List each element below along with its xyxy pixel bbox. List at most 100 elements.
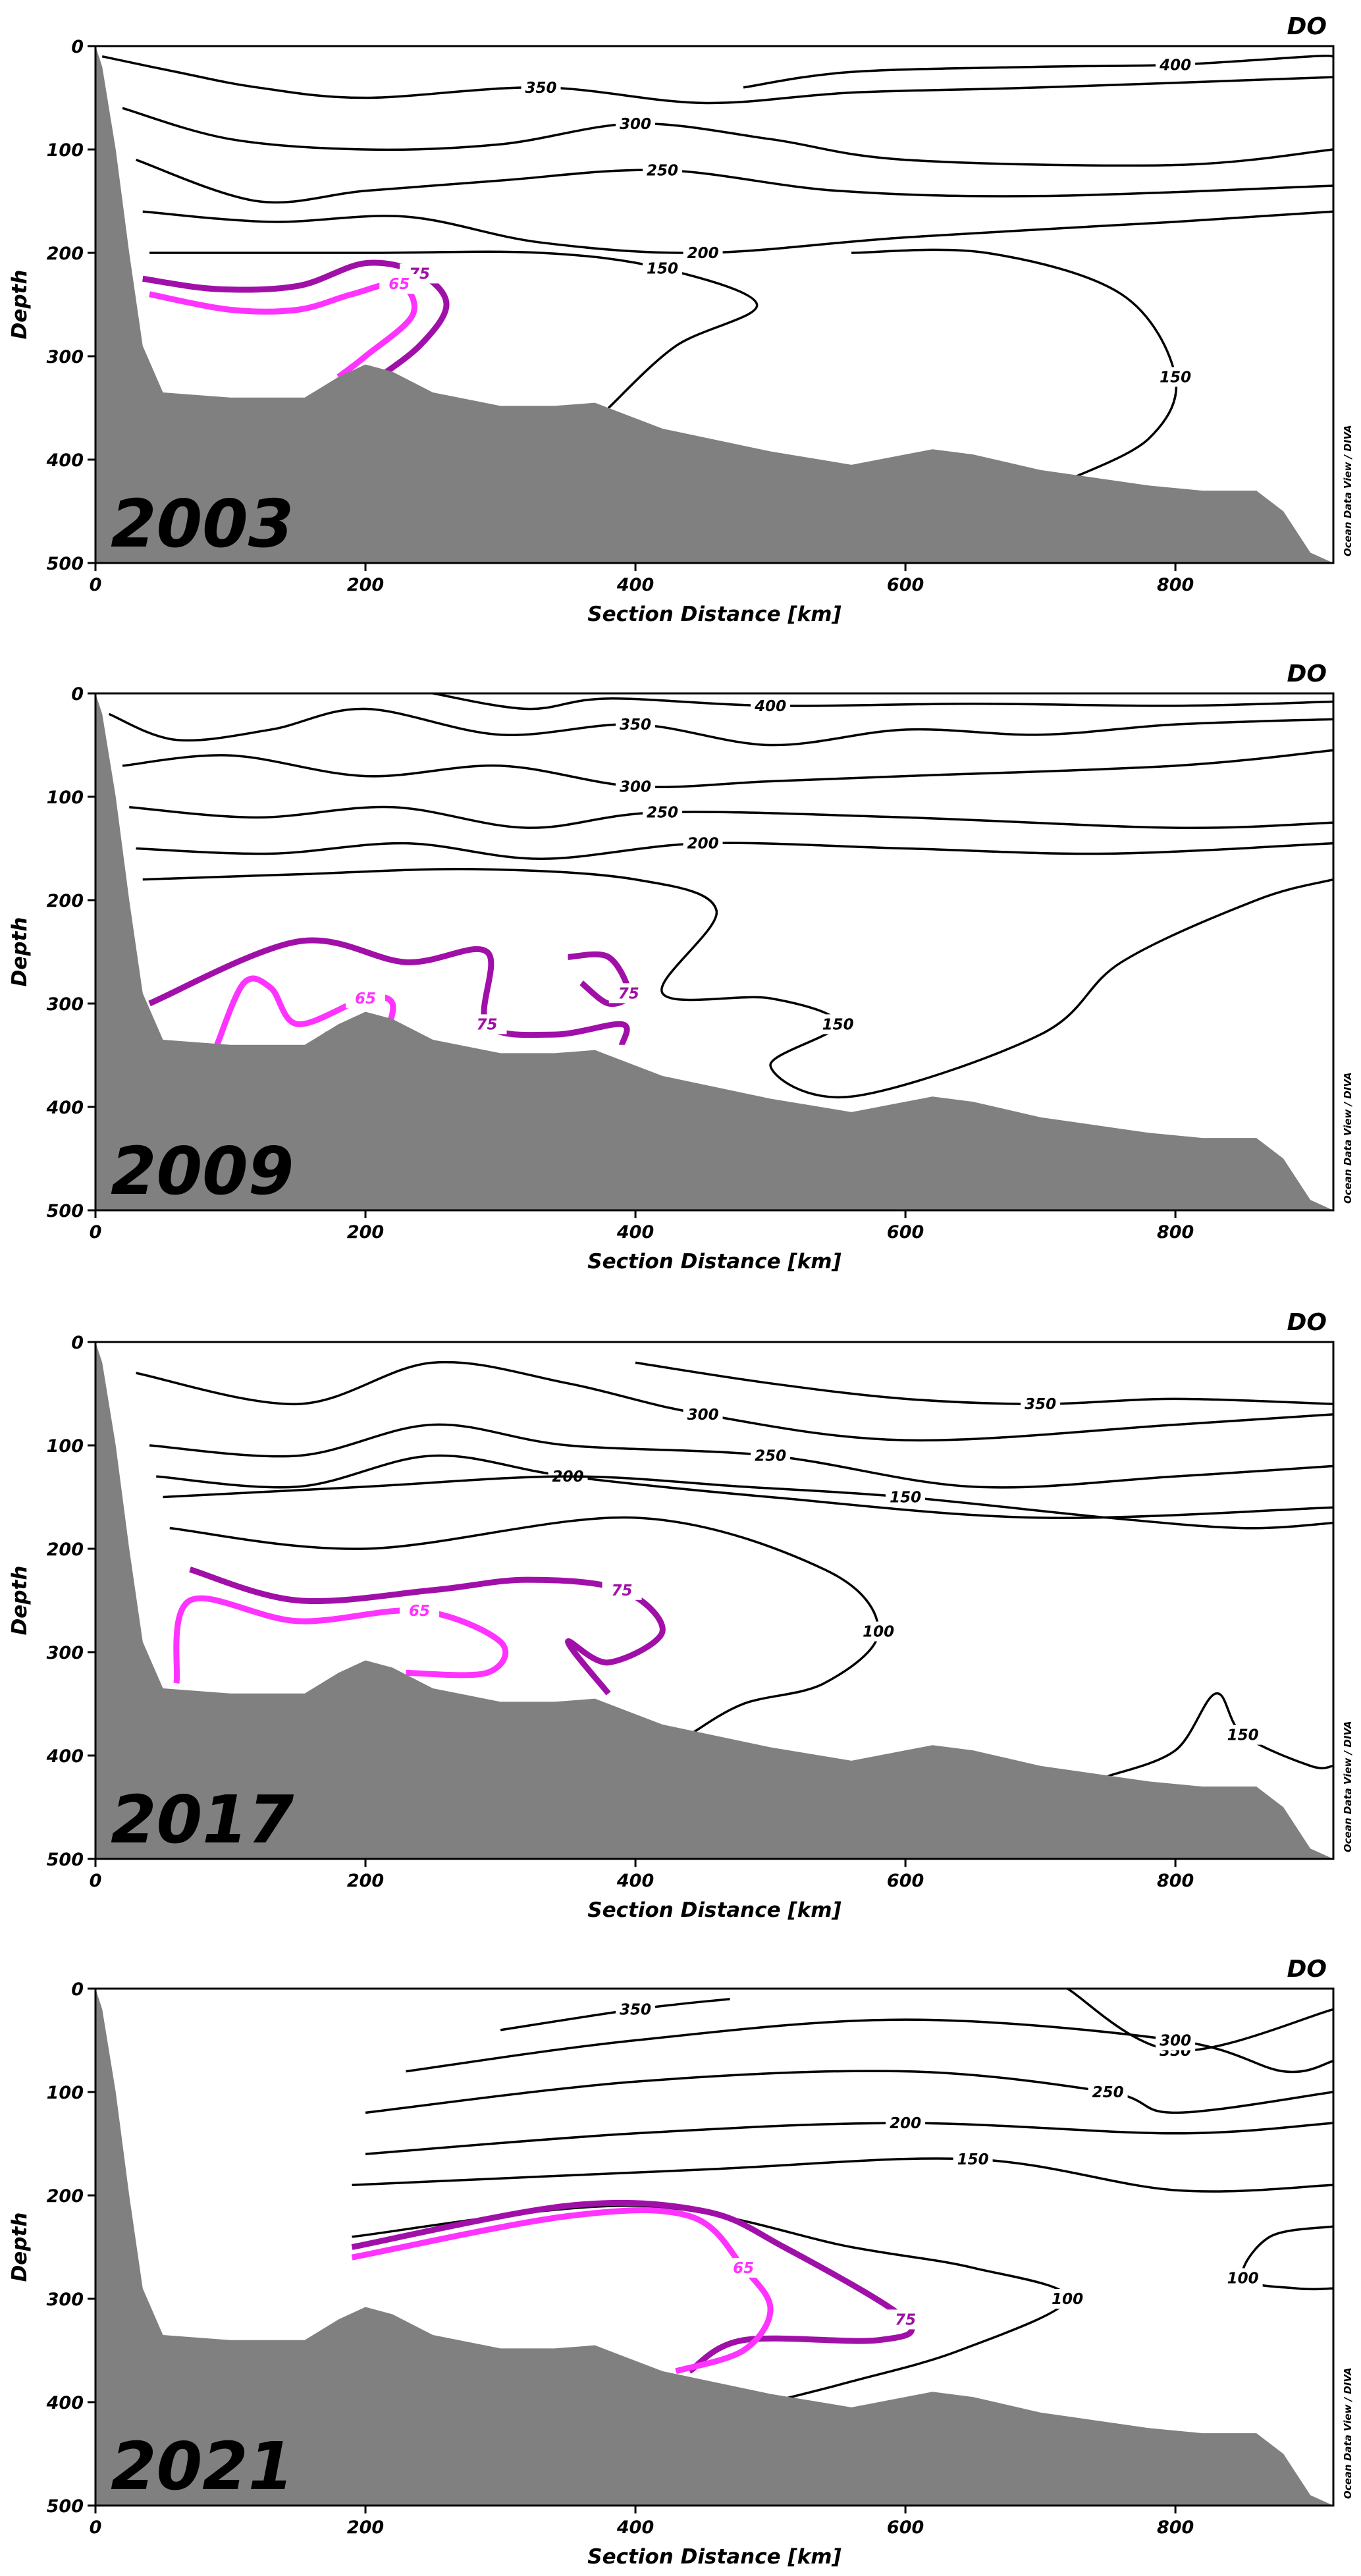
contour-line bbox=[169, 1516, 880, 1736]
panel-label: 2017 bbox=[111, 1781, 294, 1858]
x-tick-label: 0 bbox=[90, 575, 102, 595]
x-tick-label: 0 bbox=[90, 2517, 102, 2538]
y-tick-label: 500 bbox=[47, 554, 84, 574]
panel: 350 300 250 200 150 100 150 75 65 0 200 400 600 800 0 1… bbox=[8, 1309, 1354, 1922]
y-tick-label: 400 bbox=[46, 1098, 84, 1118]
contour-label-bg bbox=[521, 77, 561, 97]
contour-label-bg bbox=[751, 695, 791, 716]
contour-line bbox=[142, 867, 1333, 1099]
bathymetry bbox=[95, 693, 1333, 1210]
y-tick-label: 100 bbox=[47, 788, 84, 808]
x-tick-label: 800 bbox=[1157, 1222, 1194, 1243]
contour-label-bg bbox=[1088, 2082, 1128, 2102]
contour-label: 65 bbox=[388, 276, 410, 293]
x-tick-label: 600 bbox=[887, 2517, 924, 2538]
contour-label-bg bbox=[751, 1445, 791, 1466]
contour-line bbox=[163, 1475, 1333, 1530]
contour-label: 75 bbox=[477, 1016, 498, 1033]
contour-label: 65 bbox=[409, 1603, 430, 1620]
bathymetry bbox=[95, 1989, 1333, 2506]
contour-label: 350 bbox=[620, 2001, 651, 2018]
contour-label: 150 bbox=[890, 1489, 921, 1507]
contour-label-bg bbox=[1223, 1725, 1263, 1745]
plot-frame bbox=[94, 45, 1335, 564]
y-tick-label: 500 bbox=[47, 2496, 84, 2517]
contour-label: 350 bbox=[525, 80, 557, 97]
contour-line bbox=[149, 1423, 1333, 1489]
y-tick-label: 100 bbox=[47, 2083, 84, 2103]
contour-line bbox=[122, 749, 1333, 788]
contour-line bbox=[108, 707, 1333, 747]
x-tick-label: 400 bbox=[616, 1222, 654, 1243]
contour-line bbox=[351, 2207, 774, 2375]
y-tick-label: 0 bbox=[71, 684, 84, 705]
contour-label: 300 bbox=[687, 1407, 719, 1424]
contour-label-bg bbox=[608, 983, 649, 1004]
y-tick-label: 500 bbox=[47, 1850, 84, 1870]
panel-label: 2003 bbox=[111, 485, 294, 562]
contour-line bbox=[136, 1360, 1333, 1442]
contour-label: 250 bbox=[647, 162, 678, 179]
contour-line bbox=[101, 55, 1333, 105]
contour-label: 75 bbox=[612, 1582, 633, 1599]
contour-label: 65 bbox=[733, 2260, 754, 2277]
y-tick-label: 100 bbox=[47, 1436, 84, 1457]
contour-label-bg bbox=[616, 714, 656, 735]
contour-label-bg bbox=[886, 1487, 926, 1507]
contour-label: 300 bbox=[620, 778, 651, 795]
x-tick-label: 600 bbox=[887, 575, 924, 595]
panel-label: 2009 bbox=[111, 1133, 294, 1210]
contour-label-bg bbox=[886, 2309, 926, 2330]
contour-label: 300 bbox=[1160, 2033, 1191, 2050]
title: DO bbox=[1287, 1956, 1327, 1983]
panel-label: 2021 bbox=[111, 2428, 294, 2505]
contour-label-bg bbox=[683, 1404, 723, 1424]
x-tick-label: 0 bbox=[90, 1222, 102, 1243]
contour-label: 350 bbox=[1025, 1396, 1056, 1413]
contour-label-bg bbox=[953, 2149, 993, 2170]
y-tick-label: 200 bbox=[47, 1540, 84, 1560]
y-tick-label: 500 bbox=[47, 1201, 84, 1221]
contour-label-bg bbox=[1156, 2030, 1196, 2051]
contour-label-bg bbox=[1021, 1394, 1061, 1414]
contour-label: 100 bbox=[1227, 2270, 1259, 2288]
contour-label: 100 bbox=[1052, 2291, 1083, 2308]
y-tick-label: 300 bbox=[47, 994, 84, 1015]
contour-label: 150 bbox=[647, 261, 678, 278]
contour-line bbox=[148, 937, 630, 1046]
contour-label-bg bbox=[616, 776, 656, 797]
y-tick-label: 200 bbox=[47, 891, 84, 911]
contour-label-bg bbox=[683, 833, 723, 853]
bathymetry bbox=[95, 1342, 1333, 1859]
y-tick-label: 300 bbox=[47, 2290, 84, 2310]
contour-label-bg bbox=[602, 1580, 642, 1600]
contour-line bbox=[352, 2204, 1069, 2403]
title: DO bbox=[1287, 13, 1327, 40]
x-tick-label: 800 bbox=[1157, 1871, 1194, 1891]
contour-line bbox=[122, 107, 1333, 167]
contour-label: 350 bbox=[620, 716, 651, 734]
contour-line bbox=[851, 248, 1178, 481]
contour-label-bg bbox=[1156, 367, 1196, 387]
watermark: Ocean Data View / DIVA bbox=[1342, 1072, 1354, 1204]
y-tick-label: 300 bbox=[47, 347, 84, 367]
contour-label-bg bbox=[616, 113, 656, 134]
y-axis-label: Depth bbox=[8, 917, 32, 987]
y-axis-label: Depth bbox=[8, 2213, 32, 2282]
plot-frame bbox=[94, 1987, 1335, 2507]
contour-label: 200 bbox=[687, 245, 719, 262]
x-tick-label: 600 bbox=[887, 1871, 924, 1891]
watermark: Ocean Data View / DIVA bbox=[1342, 2367, 1354, 2499]
title: DO bbox=[1287, 660, 1327, 687]
y-tick-label: 0 bbox=[71, 1979, 84, 2000]
contour-line bbox=[173, 1595, 509, 1684]
contour-label: 150 bbox=[957, 2151, 989, 2168]
x-tick-label: 600 bbox=[887, 1222, 924, 1243]
y-tick-label: 200 bbox=[47, 244, 84, 264]
plot-frame bbox=[94, 1341, 1335, 1860]
